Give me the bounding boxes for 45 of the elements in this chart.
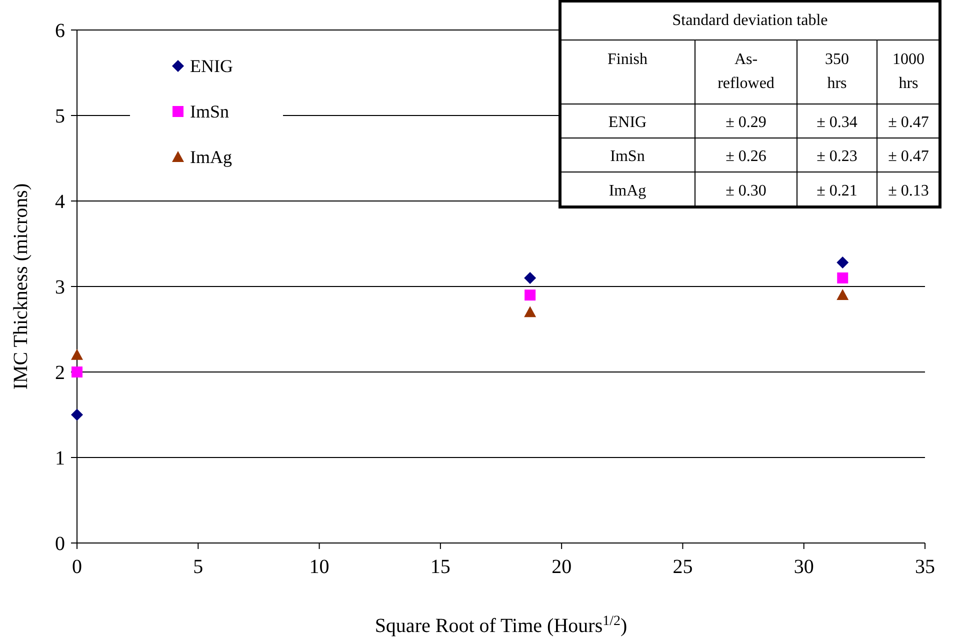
text: Standard deviation table	[672, 12, 828, 29]
point	[71, 348, 83, 360]
annotation: ± 0.23	[816, 148, 858, 165]
annotation: ENIG	[608, 114, 648, 131]
x-tick-label: 5	[193, 556, 204, 578]
annotation: Finish	[607, 51, 648, 68]
y-tick-label: 2	[55, 362, 65, 384]
x-tick-label: 15	[430, 556, 450, 578]
point	[71, 408, 83, 421]
annotation: 1000 hrs	[892, 51, 924, 92]
annotation: ± 0.47	[888, 114, 929, 131]
x-tick-label: 30	[794, 556, 814, 578]
annotation: ± 0.34	[816, 114, 858, 131]
x-tick-label: 0	[72, 556, 82, 578]
annotation: ± 0.21	[816, 182, 858, 200]
annotation: ImAg	[608, 182, 646, 200]
legend-label: ImSn	[190, 102, 230, 122]
point	[836, 256, 849, 269]
y-tick-label: 1	[55, 448, 65, 470]
annotation: ± 0.29	[726, 114, 766, 131]
x-axis-title: Square Root of Time (Hours$^{1/2}$)	[374, 614, 628, 637]
annotation: ± 0.47	[888, 148, 929, 165]
annotation: ± 0.13	[888, 182, 929, 200]
y-tick-label: 3	[55, 276, 65, 298]
annotation: ± 0.30	[726, 182, 766, 200]
point	[837, 272, 848, 284]
legend-label: ImAg	[190, 147, 232, 167]
y-axis-title: IMC Thickness (microns)	[10, 183, 32, 390]
point	[524, 290, 536, 301]
point	[524, 306, 536, 318]
x-tick-label: 10	[309, 556, 330, 578]
y-tick-label: 0	[55, 533, 65, 555]
annotation: As-reflowed	[718, 51, 774, 92]
point	[836, 289, 849, 300]
annotation: ± 0.26	[726, 148, 766, 165]
y-tick-label: 5	[55, 106, 65, 128]
y-tick-label: 4	[55, 191, 65, 213]
y-tick-label: 6	[55, 20, 65, 42]
point	[524, 272, 536, 284]
x-tick-label: 25	[672, 556, 693, 578]
annotation: ImSn	[610, 148, 645, 165]
annotation: 350 hrs	[825, 51, 849, 92]
x-tick-label: 20	[552, 556, 572, 578]
legend-label: ENIG	[190, 56, 233, 76]
x-tick-label: 35	[915, 556, 935, 578]
